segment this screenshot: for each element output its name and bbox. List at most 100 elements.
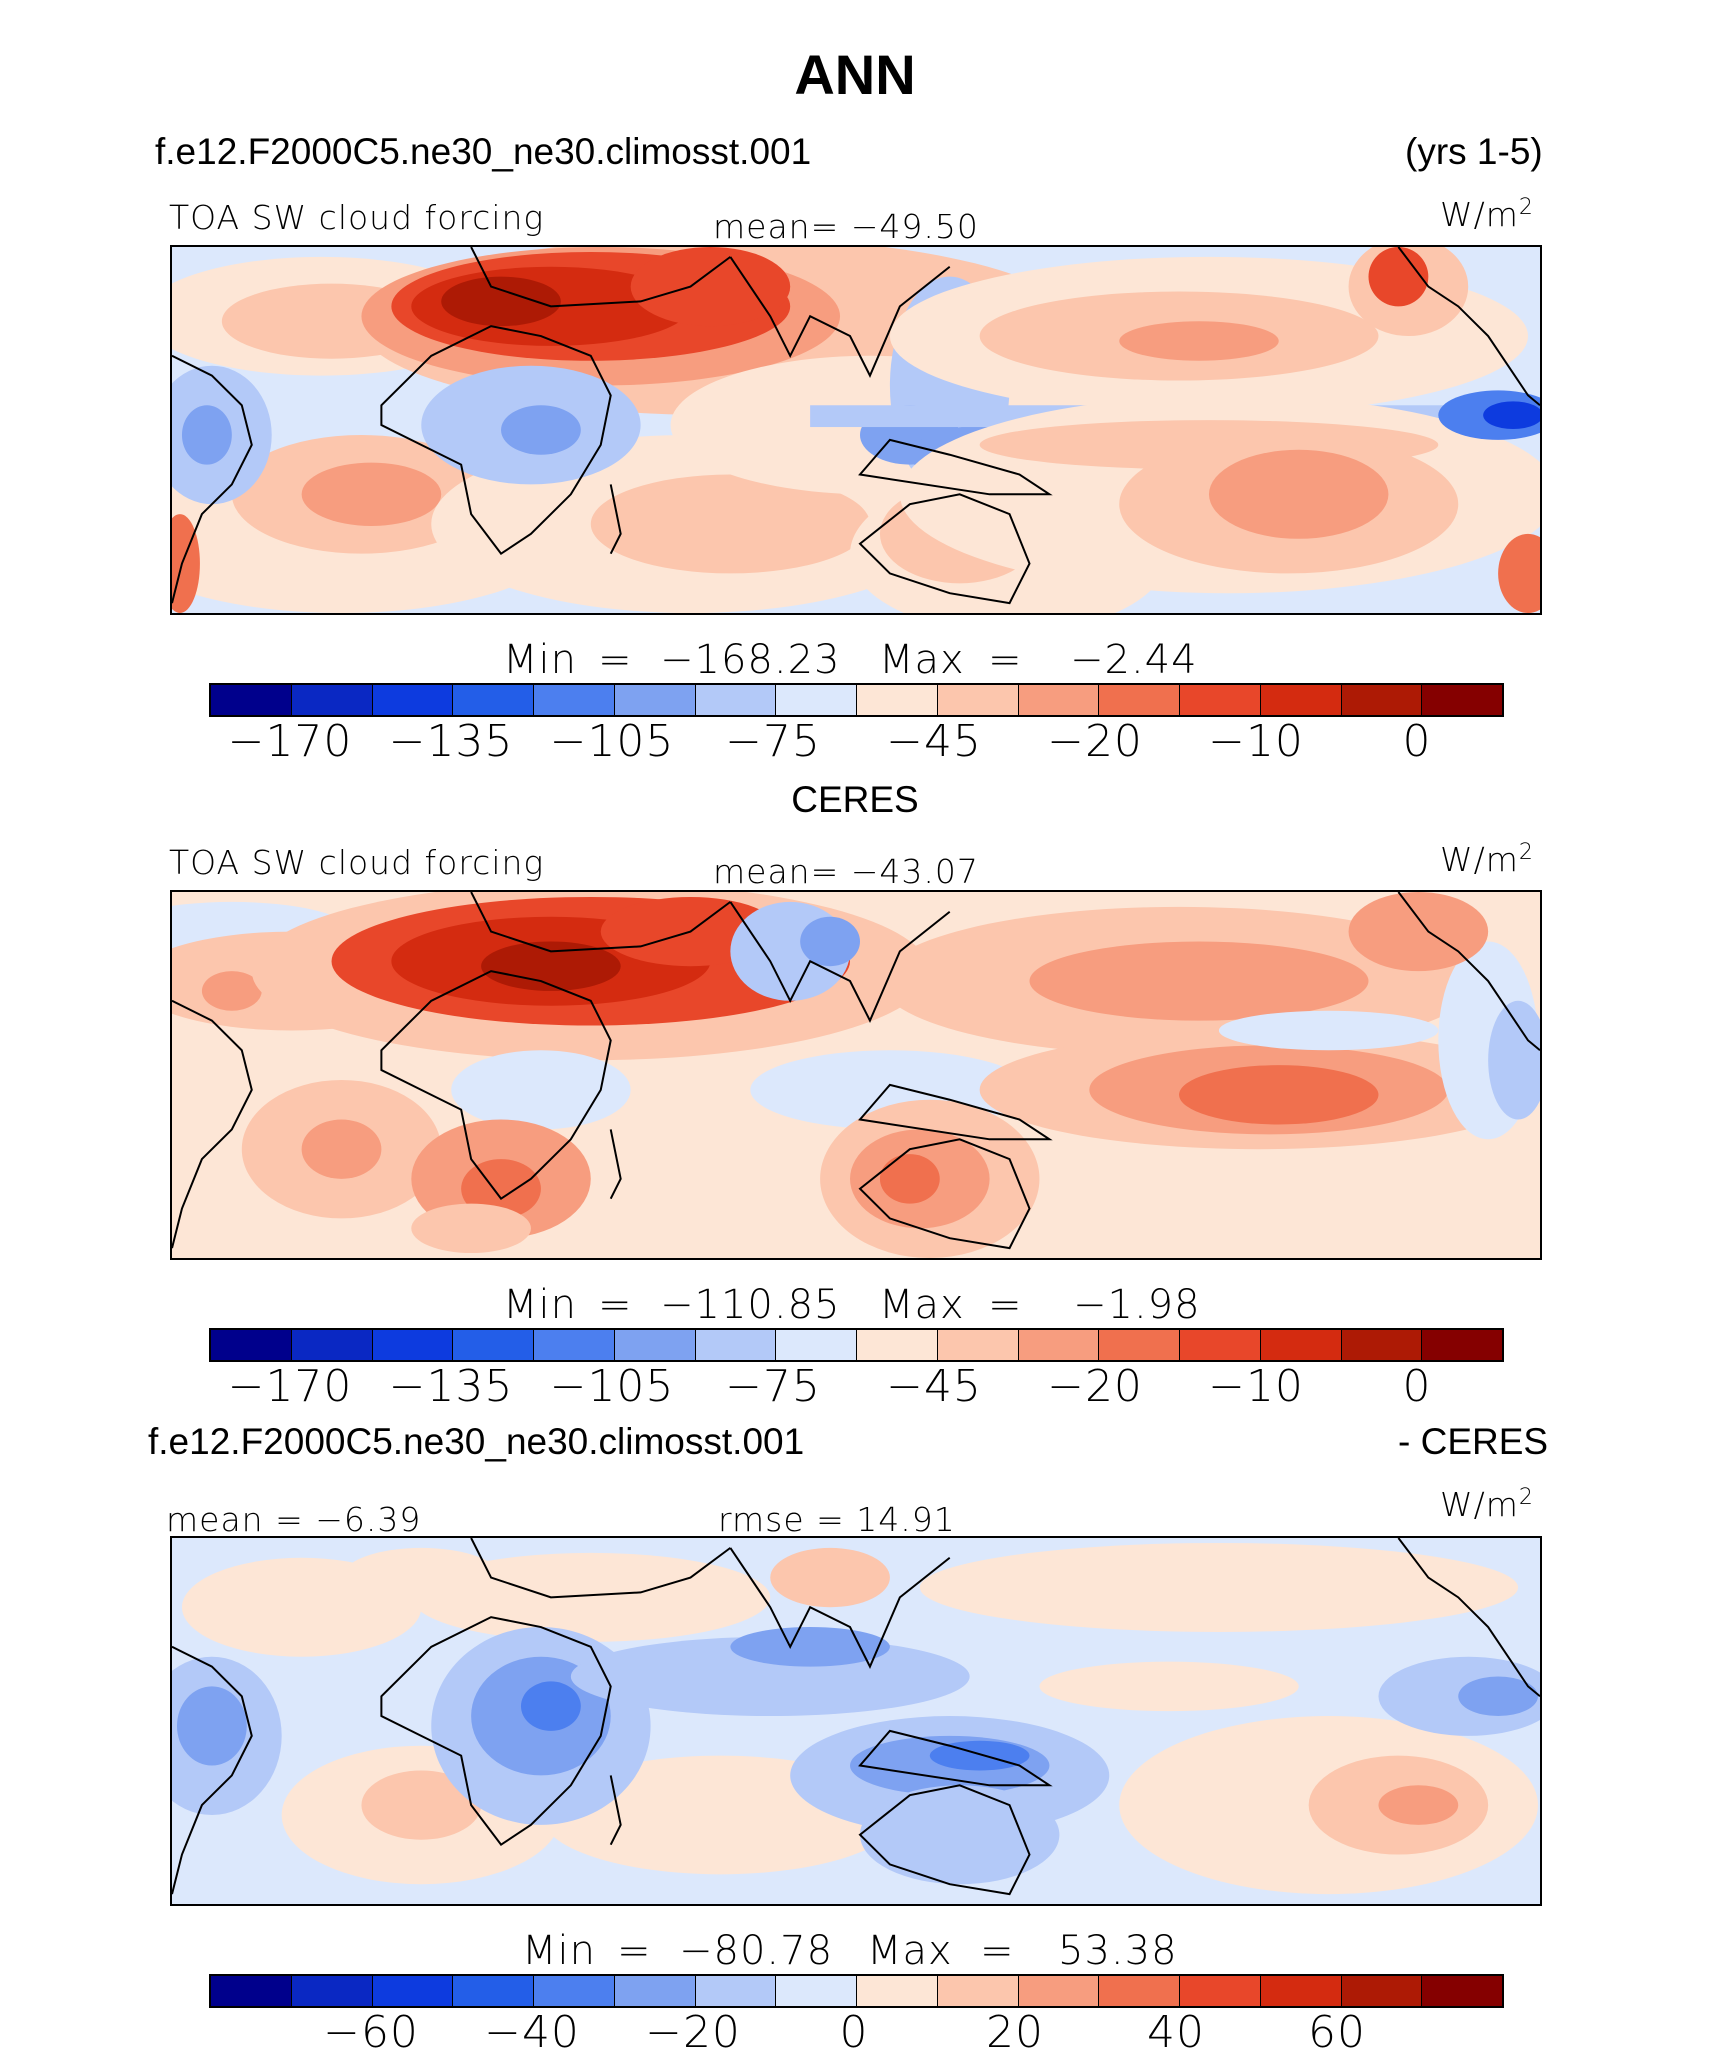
colorbar-tick-label: 0 [839,2007,869,2058]
panel2-min-eq: = [598,1282,633,1328]
panel3-max-label: Max [867,1928,953,1974]
panel2-max-value: −1.98 [1073,1282,1201,1328]
plot-title: ANN [794,43,916,106]
colorbar-tick-label: 60 [1308,2007,1366,2058]
colorbar-swatch [1422,685,1502,715]
colorbar-swatch [1341,1330,1423,1360]
colorbar-tick-label: −20 [1047,1361,1143,1412]
colorbar-swatch [372,1330,454,1360]
colorbar-swatch [1099,685,1180,715]
panel1-max-label: Max [879,637,965,683]
panel1-max-value: −2.44 [1070,637,1198,683]
colorbar-swatch [937,685,1019,715]
panel3-min-eq: = [617,1928,652,1974]
panel1-min-eq: = [598,637,633,683]
colorbar-swatch [372,1976,454,2006]
colorbar-swatch [291,1976,373,2006]
colorbar-tick-label: −45 [886,716,982,767]
colorbar-tick-label: −170 [227,1361,353,1412]
colorbar-tick-label: −40 [484,2007,580,2058]
colorbar-swatch [1180,685,1261,715]
colorbar-swatch [211,1976,292,2006]
colorbar-swatch [453,1330,534,1360]
colorbar-swatch [534,1330,615,1360]
colorbar-swatch [1099,1976,1180,2006]
colorbar-tick-label: −10 [1208,716,1304,767]
diff-suffix: - CERES [1398,1421,1549,1462]
panel3-min-label: Min [522,1928,596,1974]
colorbar-swatch [614,685,696,715]
panel2-min-value: −110.85 [660,1282,841,1328]
colorbar-swatch [695,1976,777,2006]
colorbar-tick-label: −135 [388,1361,514,1412]
diff-case-name: f.e12.F2000C5.ne30_ne30.climosst.001 [148,1421,805,1462]
panel2-mean: mean= −43.07 [713,852,979,891]
panel1-max-eq: = [988,637,1023,683]
colorbar-swatch [453,1976,534,2006]
colorbar-swatch [937,1976,1019,2006]
colorbar-tick-label: −170 [227,716,353,767]
colorbar-tick-label: 0 [1402,716,1432,767]
panel2-max-label: Max [879,1282,965,1328]
colorbar-swatch [776,1330,857,1360]
panel2-min-label: Min [503,1282,577,1328]
panel2-units: W/m2 [1440,840,1534,879]
colorbar-swatch [291,1330,373,1360]
panel3-rmse: rmse = 14.91 [718,1500,956,1539]
colorbar-swatch [372,685,454,715]
colorbar-swatch [857,1976,938,2006]
colorbar-tick-label: 0 [1402,1361,1432,1412]
colorbar-swatch [614,1976,696,2006]
colorbar-swatch [776,685,857,715]
colorbar-tick-label: 20 [986,2007,1044,2058]
panel3-max-value: 53.38 [1058,1928,1178,1974]
years-label: (yrs 1-5) [1405,131,1543,172]
panel1-label: TOA SW cloud forcing [169,198,545,237]
colorbar-swatch [1180,1976,1261,2006]
panel3-min-value: −80.78 [679,1928,834,1974]
colorbar-swatch [534,685,615,715]
panel2-max-eq: = [988,1282,1023,1328]
colorbar-tick-label: −20 [1047,716,1143,767]
panel1-min-label: Min [503,637,577,683]
panel1-map [170,245,1542,615]
colorbar-swatch [291,685,373,715]
panel1-units: W/m2 [1440,195,1534,234]
colorbar-tick-label: −10 [1208,1361,1304,1412]
panel3-field [172,1538,1540,1904]
panel3-map [170,1536,1542,1906]
colorbar-swatch [857,685,938,715]
colorbar-tick-label: −75 [725,1361,821,1412]
colorbar-swatch [1341,685,1423,715]
colorbar-swatch [1018,1976,1100,2006]
colorbar-swatch [1260,1330,1342,1360]
colorbar-swatch [695,1330,777,1360]
colorbar-swatch [453,685,534,715]
panel2-colorbar [209,1328,1504,1362]
colorbar-swatch [695,685,777,715]
colorbar-swatch [211,1330,292,1360]
panel2-label: TOA SW cloud forcing [169,843,545,882]
colorbar-swatch [937,1330,1019,1360]
panel2-map [170,890,1542,1260]
case-name: f.e12.F2000C5.ne30_ne30.climosst.001 [155,131,812,172]
colorbar-tick-label: −75 [725,716,821,767]
colorbar-swatch [1018,1330,1100,1360]
colorbar-swatch [1260,1976,1342,2006]
colorbar-tick-label: −60 [323,2007,419,2058]
colorbar-swatch [534,1976,615,2006]
colorbar-tick-label: 40 [1147,2007,1205,2058]
colorbar-tick-label: −105 [549,716,675,767]
colorbar-swatch [1180,1330,1261,1360]
colorbar-swatch [1099,1330,1180,1360]
obs-title: CERES [791,779,919,820]
panel3-colorbar [209,1974,1504,2008]
colorbar-tick-label: −135 [388,716,514,767]
colorbar-swatch [1341,1976,1423,2006]
colorbar-tick-label: −20 [645,2007,741,2058]
colorbar-swatch [776,1976,857,2006]
panel1-colorbar [209,683,1504,717]
panel1-field [172,247,1540,613]
panel3-mean: mean = −6.39 [166,1500,422,1539]
panel3-max-eq: = [980,1928,1015,1974]
